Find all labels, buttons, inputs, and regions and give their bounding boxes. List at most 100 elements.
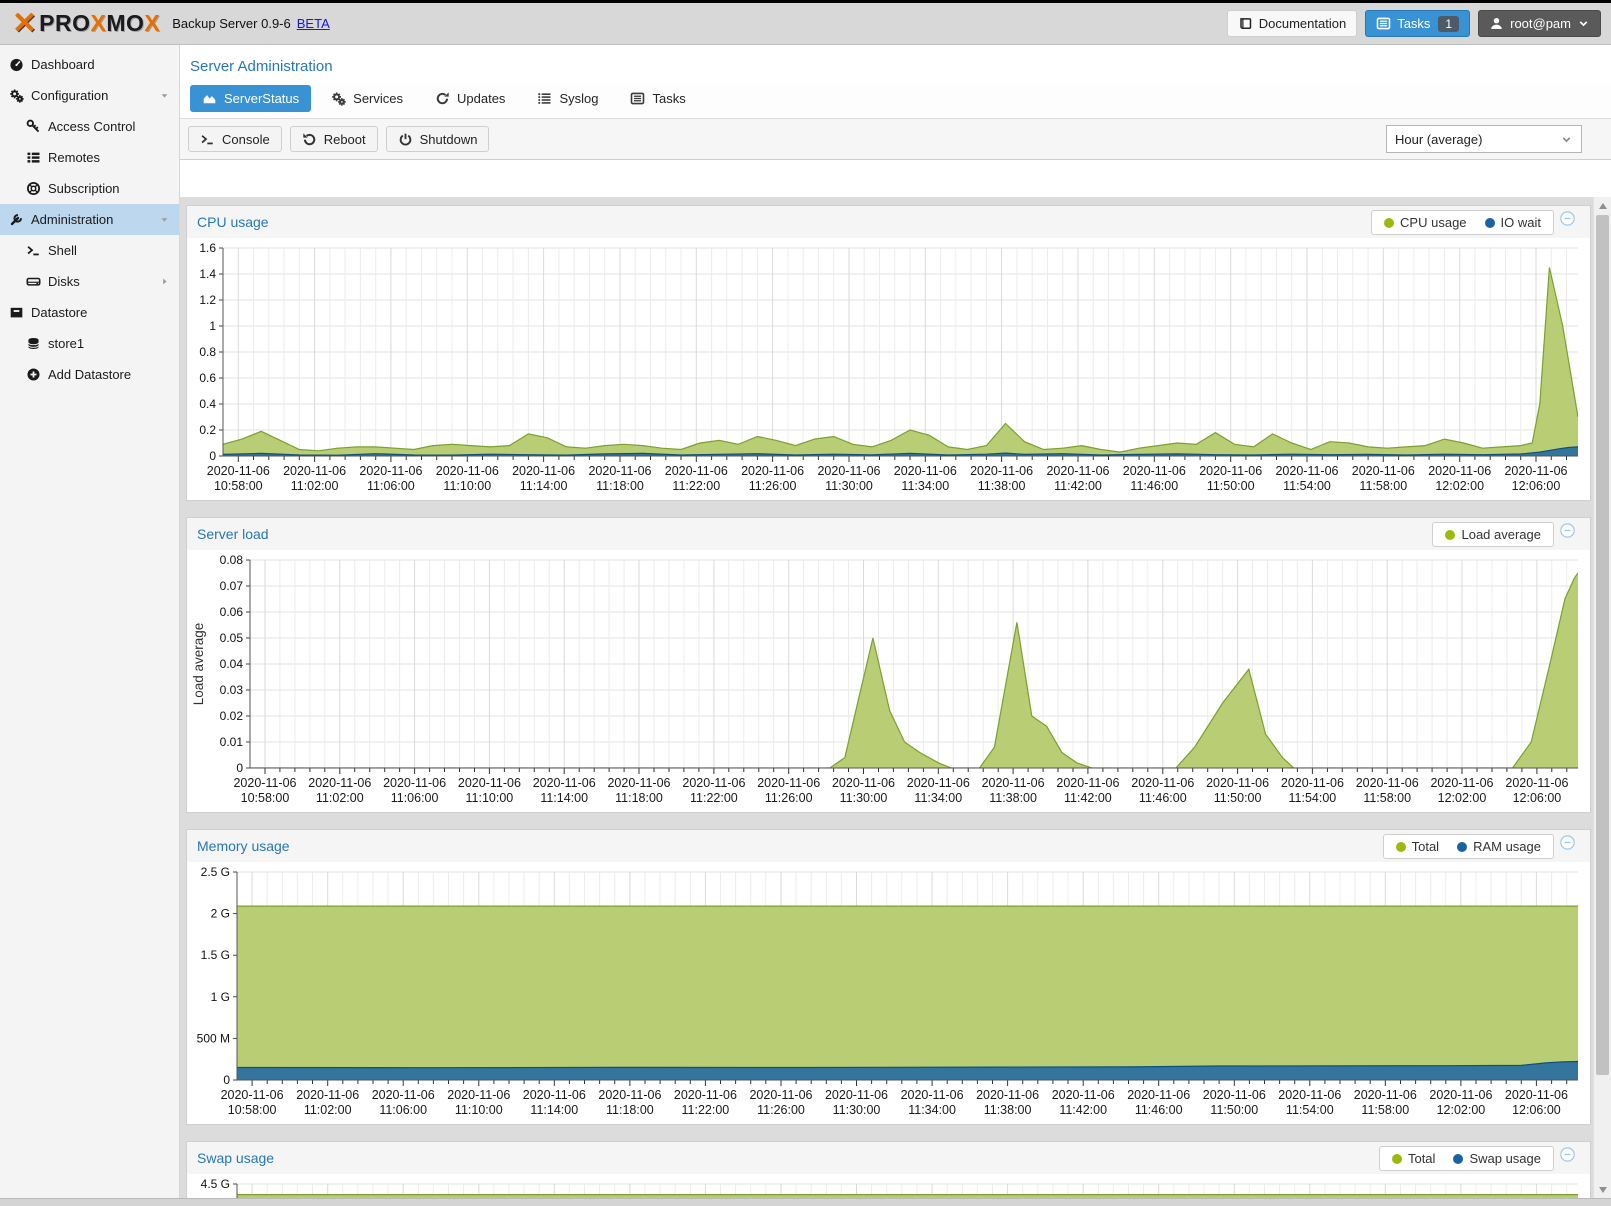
sidebar-item-administration[interactable]: Administration [0,204,179,235]
tab-label: Updates [457,91,506,106]
console-button[interactable]: Console [188,126,282,152]
svg-text:11:10:00: 11:10:00 [455,1103,503,1117]
button-label: Shutdown [419,131,478,147]
header-buttons: Documentation Tasks 1 root@pam [1226,10,1601,37]
tasks-button[interactable]: Tasks 1 [1365,10,1471,37]
legend-item[interactable]: Total [1391,1151,1435,1166]
svg-text:0: 0 [223,1073,230,1087]
collapse-tool[interactable] [1560,211,1582,233]
legend-dot [1384,217,1395,228]
chart-legend: Load average [1432,522,1554,547]
svg-text:2.5 G: 2.5 G [201,865,230,879]
svg-text:1.2: 1.2 [199,293,216,307]
sidebar-item-subscription[interactable]: Subscription [0,173,179,204]
svg-text:10:58:00: 10:58:00 [241,791,290,805]
collapse-tool[interactable] [1560,1147,1582,1169]
sidebar-item-access-control[interactable]: Access Control [0,111,179,142]
button-label: Reboot [323,131,366,147]
svg-text:2020-11-06: 2020-11-06 [372,1088,435,1102]
svg-text:0.03: 0.03 [220,683,244,697]
archive-box-icon [10,307,23,318]
user-menu-button[interactable]: root@pam [1478,10,1601,37]
svg-text:2020-11-06: 2020-11-06 [308,776,371,790]
svg-text:11:06:00: 11:06:00 [367,479,415,493]
legend-item[interactable]: Swap usage [1453,1151,1541,1166]
tab-syslog[interactable]: Syslog [525,85,610,112]
tab-services[interactable]: Services [319,85,415,112]
svg-text:11:46:00: 11:46:00 [1139,791,1187,805]
shutdown-button[interactable]: Shutdown [385,126,490,152]
svg-text:11:14:00: 11:14:00 [530,1103,578,1117]
scroll-up-button[interactable] [1594,198,1611,214]
main-content: Server Administration ServerStatus Servic… [180,45,1611,1199]
legend-item[interactable]: Total [1395,839,1439,854]
sidebar-item-label: Dashboard [31,57,95,72]
beta-link[interactable]: BETA [296,16,330,31]
terminal-icon [27,246,39,256]
sidebar-item-store1[interactable]: store1 [0,328,179,359]
sidebar-item-label: Remotes [48,150,101,165]
page-title: Server Administration [190,58,333,75]
svg-text:2020-11-06: 2020-11-06 [1206,776,1269,790]
sidebar-item-datastore[interactable]: Datastore [0,297,179,328]
svg-text:1.4: 1.4 [199,267,216,281]
tab-label: ServerStatus [224,91,300,106]
sidebar-item-add-datastore[interactable]: Add Datastore [0,359,179,390]
svg-text:2020-11-06: 2020-11-06 [1127,1088,1190,1102]
svg-text:11:06:00: 11:06:00 [391,791,439,805]
svg-text:11:38:00: 11:38:00 [978,479,1026,493]
product-version: Backup Server 0.9-6 [172,16,291,31]
svg-text:2020-11-06: 2020-11-06 [665,464,728,478]
svg-text:10:58:00: 10:58:00 [228,1103,277,1117]
legend-item[interactable]: CPU usage [1384,215,1467,230]
vertical-scrollbar[interactable] [1593,197,1611,1199]
chart-title: Memory usage [197,838,290,854]
svg-text:11:10:00: 11:10:00 [443,479,491,493]
database-icon [27,337,40,350]
refresh-icon [436,92,449,105]
plus-circle-icon [27,368,40,381]
sidebar-item-remotes[interactable]: Remotes [0,142,179,173]
sidebar-item-label: Configuration [31,88,109,103]
chart-header: CPU usage CPU usage IO wait [187,206,1590,238]
sidebar-item-dashboard[interactable]: Dashboard [0,49,179,80]
scrollbar-thumb[interactable] [1596,215,1609,1075]
caret-down-icon [161,218,168,222]
logo-wordmark: PROXMOX [39,10,161,36]
sidebar-item-configuration[interactable]: Configuration [0,80,179,111]
legend-item[interactable]: IO wait [1484,215,1541,230]
chart-legend: CPU usage IO wait [1371,210,1554,235]
reboot-button[interactable]: Reboot [289,126,378,152]
sidebar-item-shell[interactable]: Shell [0,235,179,266]
sidebar-item-label: Shell [48,243,77,258]
scroll-down-button[interactable] [1594,1182,1611,1198]
documentation-button[interactable]: Documentation [1226,10,1358,37]
svg-text:2020-11-06: 2020-11-06 [1354,1088,1417,1102]
collapse-tool[interactable] [1560,835,1582,857]
legend-item[interactable]: RAM usage [1457,839,1541,854]
legend-label: Swap usage [1469,1151,1541,1166]
legend-item[interactable]: Load average [1445,527,1541,542]
caret-down [158,213,171,226]
chart-header: Swap usage Total Swap usage [187,1142,1590,1174]
tab-serverstatus[interactable]: ServerStatus [190,85,312,112]
svg-text:1.6: 1.6 [199,241,216,255]
svg-text:2020-11-06: 2020-11-06 [1356,776,1419,790]
minus-circle-icon [1560,523,1575,538]
tab-tasks[interactable]: Tasks [618,85,697,112]
svg-text:2020-11-06: 2020-11-06 [1428,464,1491,478]
tab-updates[interactable]: Updates [423,85,517,112]
timeframe-select[interactable]: Hour (average) [1386,125,1582,153]
collapse-tool[interactable] [1560,523,1582,545]
tab-bar: ServerStatus Services Updates Syslog Tasks [180,85,1611,119]
gears-icon [10,89,24,103]
svg-text:11:50:00: 11:50:00 [1214,791,1262,805]
tasks-count-badge: 1 [1438,15,1460,32]
minus-circle-icon [1560,1147,1575,1162]
svg-text:11:26:00: 11:26:00 [749,479,797,493]
sidebar-item-disks[interactable]: Disks [0,266,179,297]
svg-text:2020-11-06: 2020-11-06 [598,1088,661,1102]
svg-text:2020-11-06: 2020-11-06 [383,776,446,790]
chart-header: Memory usage Total RAM usage [187,830,1590,862]
